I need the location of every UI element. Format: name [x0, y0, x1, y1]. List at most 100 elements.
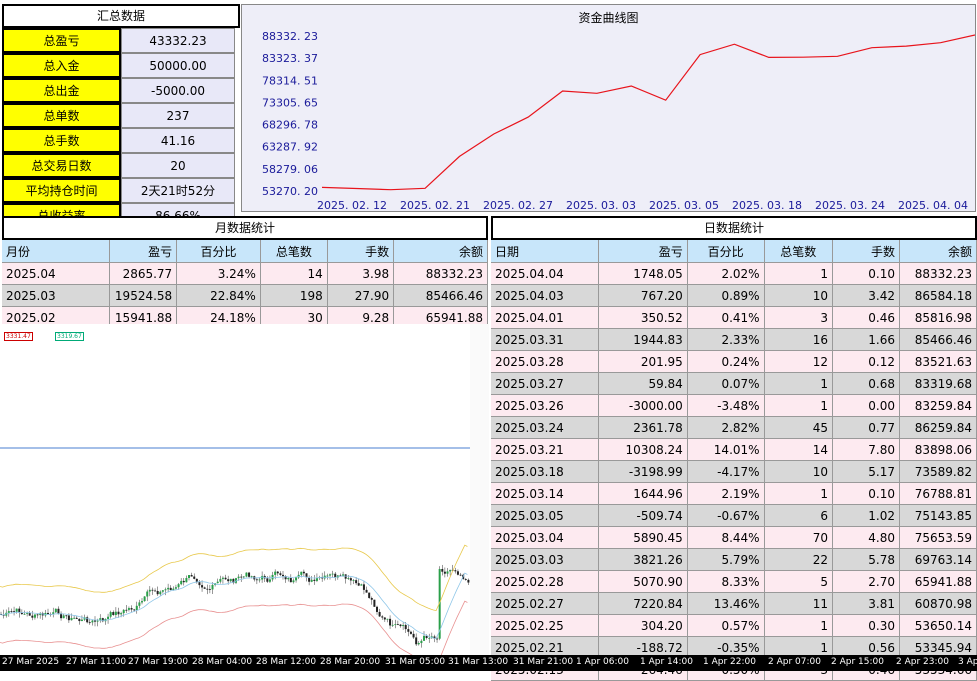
candle	[125, 609, 128, 611]
table-cell: 767.20	[599, 285, 688, 307]
time-axis-label: 31 Mar 13:00	[448, 657, 509, 667]
candle	[23, 613, 26, 615]
table-cell: 5.17	[833, 461, 901, 483]
candle	[83, 617, 86, 620]
table-cell: 5070.90	[599, 571, 688, 593]
table-cell: 0.41%	[687, 307, 765, 329]
price-scale	[470, 324, 489, 656]
table-cell: 2.82%	[687, 417, 765, 439]
table-row[interactable]: 2025.04.04 1748.05 2.02% 1 0.10 88332.23	[491, 263, 977, 285]
table-row[interactable]: 2025.03.03 3821.26 5.79% 22 5.78 69763.14	[491, 549, 977, 571]
candle	[36, 614, 39, 616]
table-cell: -0.67%	[687, 505, 765, 527]
column-header[interactable]: 盈亏	[599, 240, 688, 263]
candle	[151, 589, 154, 591]
candle	[321, 577, 324, 579]
candle	[52, 612, 55, 615]
candle	[164, 589, 167, 591]
table-row[interactable]: 2025.03.31 1944.83 2.33% 16 1.66 85466.46	[491, 329, 977, 351]
column-header[interactable]: 余额	[394, 240, 488, 263]
column-header[interactable]: 手数	[833, 240, 901, 263]
candle	[383, 617, 386, 620]
table-row[interactable]: 2025.03 19524.58 22.84% 198 27.90 85466.46	[2, 285, 488, 307]
table-cell: 0.12	[833, 351, 901, 373]
candle	[101, 618, 104, 622]
candle	[331, 573, 334, 575]
summary-label: 总出金	[2, 78, 121, 103]
candle	[62, 615, 65, 619]
candle	[344, 574, 347, 579]
candle	[180, 580, 183, 585]
candle	[368, 592, 371, 598]
candle	[360, 584, 363, 586]
y-tick-label: 88332. 23	[262, 30, 318, 43]
column-header[interactable]: 日期	[491, 240, 600, 263]
column-header[interactable]: 总笔数	[260, 240, 328, 263]
summary-label: 总入金	[2, 53, 121, 78]
column-header[interactable]: 总笔数	[764, 240, 834, 263]
table-row[interactable]: 2025.04.03 767.20 0.89% 10 3.42 86584.18	[491, 285, 977, 307]
candle	[91, 620, 94, 623]
table-cell: 86584.18	[900, 285, 977, 307]
candle	[276, 571, 279, 574]
time-axis-label: 1 Apr 22:00	[703, 657, 756, 667]
daily-title: 日数据统计	[491, 216, 977, 240]
candle	[169, 587, 172, 591]
price-label-top: 3331.47	[4, 332, 33, 341]
candle	[436, 638, 439, 640]
candle	[120, 613, 123, 615]
candle	[409, 631, 412, 634]
table-row[interactable]: 2025.03.18 -3198.99 -4.17% 10 5.17 73589.82	[491, 461, 977, 483]
table-row[interactable]: 2025.03.24 2361.78 2.82% 45 0.77 86259.84	[491, 417, 977, 439]
equity-line	[321, 34, 975, 191]
table-row[interactable]: 2025.03.28 201.95 0.24% 12 0.12 83521.63	[491, 351, 977, 373]
table-cell: 45	[764, 417, 834, 439]
table-row[interactable]: 2025.03.26 -3000.00 -3.48% 1 0.00 83259.84	[491, 395, 977, 417]
candle	[467, 579, 470, 583]
table-cell: 83521.63	[900, 351, 977, 373]
table-row[interactable]: 2025.03.05 -509.74 -0.67% 6 1.02 75143.85	[491, 505, 977, 527]
table-row[interactable]: 2025.03.04 5890.45 8.44% 70 4.80 75653.59	[491, 527, 977, 549]
table-row[interactable]: 2025.04 2865.77 3.24% 14 3.98 88332.23	[2, 263, 488, 285]
summary-label: 总单数	[2, 103, 121, 128]
time-axis-label: 31 Mar 05:00	[385, 657, 446, 667]
candle	[310, 579, 313, 582]
table-row[interactable]: 2025.02.27 7220.84 13.46% 11 3.81 60870.98	[491, 593, 977, 615]
candle	[295, 577, 298, 581]
candle	[240, 576, 243, 578]
table-cell: 3821.26	[599, 549, 688, 571]
candle	[47, 612, 50, 615]
table-cell: 2.33%	[687, 329, 765, 351]
column-header[interactable]: 余额	[900, 240, 977, 263]
column-header[interactable]: 月份	[2, 240, 111, 263]
table-row[interactable]: 2025.02.28 5070.90 8.33% 5 2.70 65941.88	[491, 571, 977, 593]
table-row[interactable]: 2025.04.01 350.52 0.41% 3 0.46 85816.98	[491, 307, 977, 329]
candle	[70, 617, 73, 621]
table-cell: -3198.99	[599, 461, 688, 483]
table-cell: 0.07%	[687, 373, 765, 395]
candle	[10, 611, 13, 612]
table-cell: 1	[764, 395, 834, 417]
column-header[interactable]: 百分比	[687, 240, 765, 263]
candle	[355, 580, 358, 584]
table-row[interactable]: 2025.03.21 10308.24 14.01% 14 7.80 83898.06	[491, 439, 977, 461]
column-header[interactable]: 百分比	[177, 240, 261, 263]
table-row[interactable]: 2025.02 15941.88 24.18% 30 9.28 65941.88	[2, 307, 488, 329]
table-cell: 88332.23	[394, 263, 488, 285]
candle	[349, 578, 352, 581]
time-axis-label: 2 Apr 07:00	[768, 657, 821, 667]
table-cell: 0.46	[833, 307, 901, 329]
table-cell: 2025.03.04	[491, 527, 600, 549]
table-row[interactable]: 2025.03.27 59.84 0.07% 1 0.68 83319.68	[491, 373, 977, 395]
candle	[420, 640, 423, 644]
table-cell: 70	[764, 527, 834, 549]
summary-row: 总盈亏 43332.23	[2, 28, 235, 53]
table-row[interactable]: 2025.02.21 -188.72 -0.35% 1 0.56 53345.94	[491, 637, 977, 659]
column-header[interactable]: 盈亏	[110, 240, 178, 263]
table-row[interactable]: 2025.02.25 304.20 0.57% 1 0.30 53650.14	[491, 615, 977, 637]
table-cell: -509.74	[599, 505, 688, 527]
time-axis-label: 31 Mar 21:00	[513, 657, 574, 667]
candle	[130, 608, 133, 610]
column-header[interactable]: 手数	[327, 240, 395, 263]
table-row[interactable]: 2025.03.14 1644.96 2.19% 1 0.10 76788.81	[491, 483, 977, 505]
